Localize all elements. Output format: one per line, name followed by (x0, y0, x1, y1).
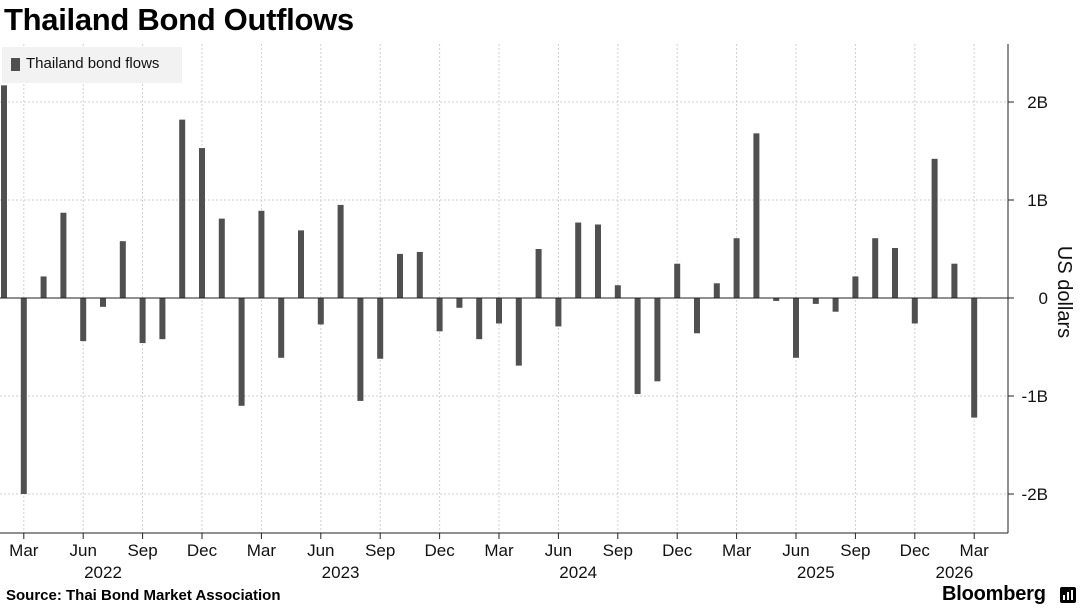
legend: Thailand bond flows (2, 47, 182, 83)
bar (931, 158, 938, 298)
bar (911, 298, 918, 324)
bar (654, 298, 661, 382)
bar (357, 298, 364, 401)
x-tick-label: Sep (365, 541, 395, 560)
bar (773, 298, 780, 301)
bar (40, 276, 47, 298)
bar (436, 298, 443, 332)
bar (100, 298, 106, 307)
y-tick-label: 1B (1027, 191, 1048, 210)
bar (753, 133, 760, 298)
bar (793, 298, 799, 358)
x-tick-label: Dec (662, 541, 693, 560)
bar (832, 298, 839, 312)
bar (80, 298, 87, 342)
bar (852, 276, 859, 298)
bar (139, 298, 146, 344)
bar (416, 251, 423, 298)
x-year-label: 2024 (559, 563, 597, 582)
bar (199, 148, 205, 298)
x-tick-label: Mar (722, 541, 752, 560)
bar (892, 248, 898, 298)
bar (515, 298, 522, 366)
bar (278, 298, 285, 358)
x-tick-label: Dec (900, 541, 931, 560)
bloomberg-logo: Bloomberg (942, 583, 1046, 605)
bar (337, 204, 344, 298)
x-tick-label: Mar (960, 541, 990, 560)
bar (238, 298, 245, 406)
bar (456, 298, 463, 308)
x-tick-label: Jun (307, 541, 334, 560)
x-tick-label: Mar (247, 541, 277, 560)
bar (179, 119, 186, 298)
x-year-label: 2023 (322, 563, 360, 582)
y-tick-label: -1B (1022, 387, 1048, 406)
legend-label: Thailand bond flows (26, 55, 160, 72)
bar (119, 241, 126, 298)
bar (60, 212, 67, 298)
bar (971, 298, 978, 418)
x-tick-label: Dec (187, 541, 218, 560)
bar-series (1, 85, 978, 494)
y-tick-label: -2B (1022, 485, 1048, 504)
chart-title: Thailand Bond Outflows (4, 2, 354, 37)
bar (159, 298, 166, 340)
x-tick-label: Mar (9, 541, 39, 560)
source-note: Source: Thai Bond Market Association (6, 587, 281, 604)
bar (535, 249, 542, 298)
bar (575, 222, 582, 298)
bar (872, 238, 879, 298)
bar (674, 263, 681, 298)
bar (298, 230, 304, 298)
bar (634, 298, 641, 395)
bar (476, 298, 483, 340)
bar (555, 298, 562, 327)
x-tick-label: Sep (127, 541, 157, 560)
bar (614, 285, 621, 298)
legend-swatch (11, 58, 20, 71)
bar (1, 85, 7, 298)
y-axis-label: US dollars (1053, 246, 1075, 338)
bar (317, 298, 324, 325)
bar (20, 298, 27, 494)
bar (694, 298, 700, 334)
bar (713, 283, 720, 298)
x-tick-label: Jun (545, 541, 572, 560)
x-year-label: 2022 (84, 563, 122, 582)
y-tick-label: 2B (1027, 93, 1048, 112)
x-tick-label: Sep (603, 541, 633, 560)
bar (496, 298, 502, 324)
x-tick-label: Mar (484, 541, 514, 560)
bar (595, 224, 601, 298)
bar (377, 298, 384, 359)
bloomberg-icon (1060, 587, 1076, 603)
y-tick-label: 0 (1039, 289, 1048, 308)
x-year-label: 2025 (797, 563, 835, 582)
x-tick-label: Jun (782, 541, 809, 560)
x-tick-label: Sep (840, 541, 870, 560)
bar (951, 263, 958, 298)
bar (218, 218, 225, 298)
bar (258, 210, 265, 298)
bar (733, 238, 740, 298)
x-year-label: 2026 (935, 563, 973, 582)
x-axis: Mar Jun Sep Dec Mar Jun Sep Dec Mar Jun Sep Dec Mar J… (0, 532, 1008, 582)
x-tick-label: Dec (424, 541, 455, 560)
x-tick-label: Jun (69, 541, 96, 560)
bar (812, 298, 819, 304)
bar (397, 253, 403, 298)
y-axis: 2B 1B 0 -1B -2B (1007, 44, 1048, 533)
